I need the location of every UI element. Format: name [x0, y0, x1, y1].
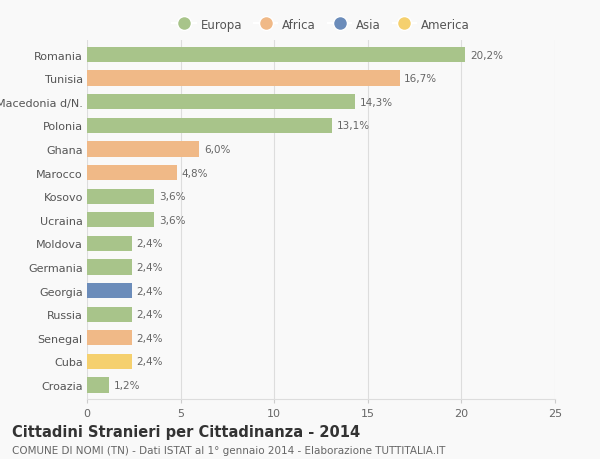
Bar [87, 166, 177, 181]
Text: 2,4%: 2,4% [137, 286, 163, 296]
Bar [87, 236, 132, 252]
Text: 2,4%: 2,4% [137, 309, 163, 319]
Text: 1,2%: 1,2% [114, 380, 140, 390]
Text: 4,8%: 4,8% [182, 168, 208, 178]
Text: 6,0%: 6,0% [204, 145, 230, 155]
Text: 2,4%: 2,4% [137, 333, 163, 343]
Bar [87, 307, 132, 322]
Bar [87, 354, 132, 369]
Text: 2,4%: 2,4% [137, 263, 163, 273]
Text: 14,3%: 14,3% [359, 98, 392, 107]
Bar [87, 330, 132, 346]
Text: 2,4%: 2,4% [137, 357, 163, 367]
Text: 3,6%: 3,6% [159, 215, 185, 225]
Text: 2,4%: 2,4% [137, 239, 163, 249]
Bar [87, 142, 199, 157]
Bar [87, 189, 154, 204]
Bar [87, 213, 154, 228]
Text: Cittadini Stranieri per Cittadinanza - 2014: Cittadini Stranieri per Cittadinanza - 2… [12, 425, 360, 440]
Bar [87, 118, 332, 134]
Bar [87, 378, 109, 393]
Text: 20,2%: 20,2% [470, 50, 503, 61]
Text: 3,6%: 3,6% [159, 192, 185, 202]
Bar [87, 283, 132, 299]
Text: 16,7%: 16,7% [404, 74, 437, 84]
Bar [87, 260, 132, 275]
Bar [87, 48, 465, 63]
Text: 13,1%: 13,1% [337, 121, 370, 131]
Text: COMUNE DI NOMI (TN) - Dati ISTAT al 1° gennaio 2014 - Elaborazione TUTTITALIA.IT: COMUNE DI NOMI (TN) - Dati ISTAT al 1° g… [12, 445, 445, 455]
Legend: Europa, Africa, Asia, America: Europa, Africa, Asia, America [169, 15, 473, 35]
Bar [87, 71, 400, 87]
Bar [87, 95, 355, 110]
